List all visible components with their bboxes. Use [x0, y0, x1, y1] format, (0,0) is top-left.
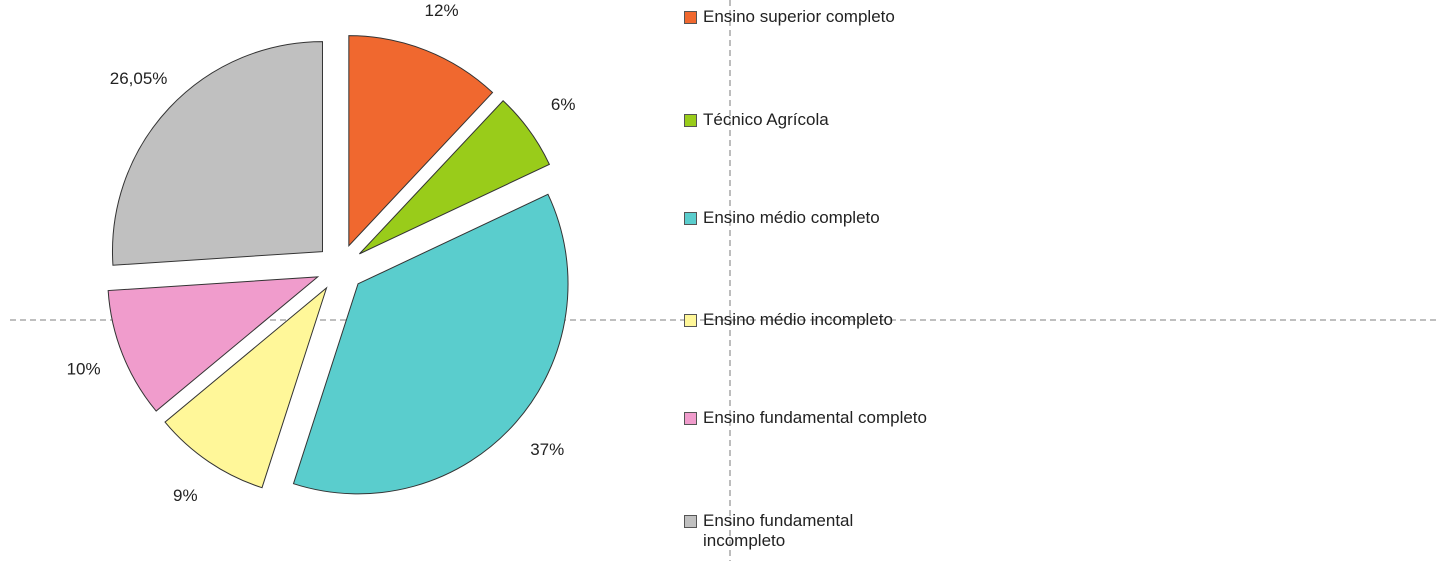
legend-swatch [684, 314, 697, 327]
legend-item: Ensino superior completo [684, 7, 895, 27]
data-label: 12% [425, 1, 459, 20]
legend-item: Ensino fundamental incompleto [684, 511, 903, 551]
legend-swatch [684, 515, 697, 528]
data-label: 10% [67, 360, 101, 379]
legend-label: Ensino fundamental incompleto [703, 511, 854, 550]
legend-label: Técnico Agrícola [703, 110, 829, 129]
pie-slice [292, 193, 569, 495]
pie-slice [359, 100, 551, 255]
legend-item: Técnico Agrícola [684, 110, 829, 130]
legend-label: Ensino médio completo [703, 208, 880, 227]
legend-swatch [684, 212, 697, 225]
legend-swatch [684, 412, 697, 425]
legend-label: Ensino médio incompleto [703, 310, 893, 329]
pie-slice [348, 35, 494, 247]
legend-label: Ensino superior completo [703, 7, 895, 26]
data-label: 26,05% [110, 69, 168, 88]
data-label: 6% [551, 95, 576, 114]
pie [107, 35, 569, 495]
legend-item: Ensino médio completo [684, 208, 880, 228]
legend-item: Ensino fundamental completo [684, 408, 927, 428]
pie-slice [107, 276, 320, 412]
pie-slice [111, 41, 323, 266]
data-label: 37% [530, 440, 564, 459]
legend-swatch [684, 114, 697, 127]
legend-label: Ensino fundamental completo [703, 408, 927, 427]
legend-swatch [684, 11, 697, 24]
legend-item: Ensino médio incompleto [684, 310, 893, 330]
data-label: 9% [173, 486, 198, 505]
pie-slice [164, 286, 328, 489]
